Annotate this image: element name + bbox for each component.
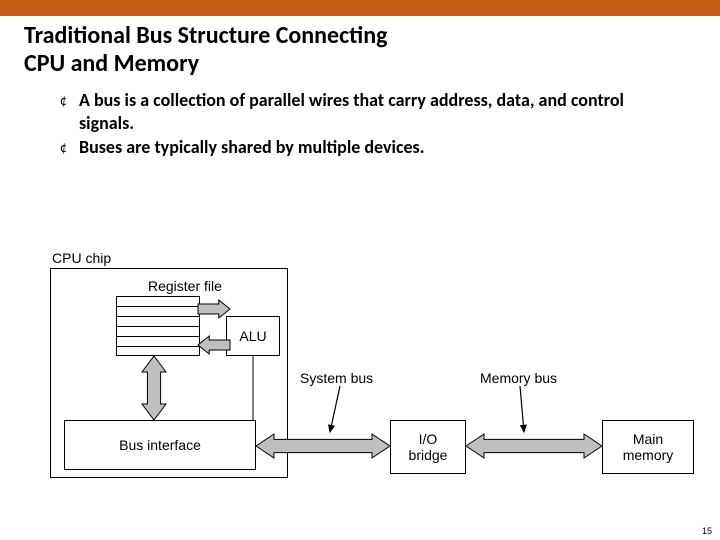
bullet-item: ¢A bus is a collection of parallel wires… [60,89,680,134]
system-bus-label: System bus [300,370,373,386]
bullet-item: ¢Buses are typically shared by multiple … [60,136,680,159]
register-file-label: Register file [148,278,222,294]
page-number: 15 [702,526,712,536]
alu-box: ALU [226,316,280,356]
main-memory-box: Mainmemory [602,420,694,474]
io-bridge-box: I/Obridge [390,420,466,474]
cpu-chip-label: CPU chip [52,250,111,266]
register-file-box [116,296,200,356]
cpu-chip-box [50,268,288,478]
memory-bus-label: Memory bus [480,370,557,386]
bus-interface-box: Bus interface [64,420,256,470]
accent-bar [0,0,720,16]
slide-title: Traditional Bus Structure Connecting CPU… [0,16,720,81]
bullet-list: ¢A bus is a collection of parallel wires… [0,81,720,159]
